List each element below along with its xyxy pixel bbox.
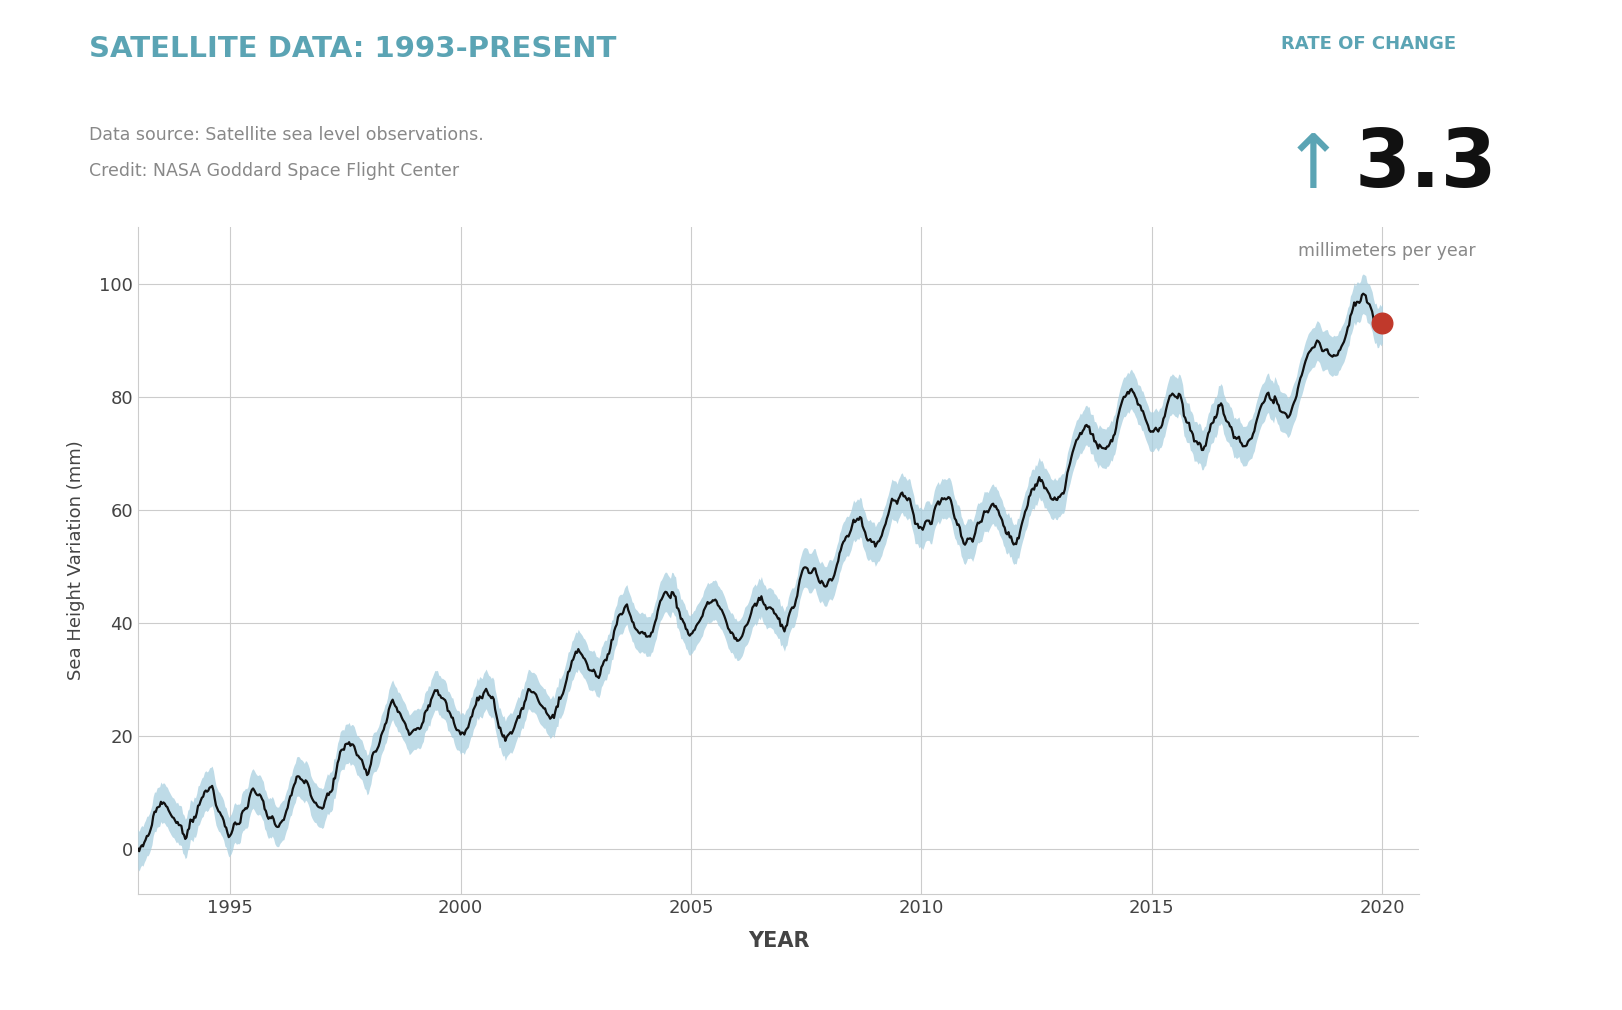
- Text: SATELLITE DATA: 1993-PRESENT: SATELLITE DATA: 1993-PRESENT: [89, 35, 616, 64]
- Y-axis label: Sea Height Variation (mm): Sea Height Variation (mm): [67, 440, 86, 681]
- Text: Data source: Satellite sea level observations.: Data source: Satellite sea level observa…: [89, 126, 483, 144]
- Text: 3.3: 3.3: [1354, 126, 1497, 204]
- X-axis label: YEAR: YEAR: [748, 930, 809, 950]
- Point: [1369, 315, 1395, 331]
- Text: ↑: ↑: [1281, 131, 1345, 204]
- Text: millimeters per year: millimeters per year: [1298, 242, 1476, 261]
- Text: Credit: NASA Goddard Space Flight Center: Credit: NASA Goddard Space Flight Center: [89, 162, 459, 180]
- Text: RATE OF CHANGE: RATE OF CHANGE: [1281, 35, 1457, 54]
